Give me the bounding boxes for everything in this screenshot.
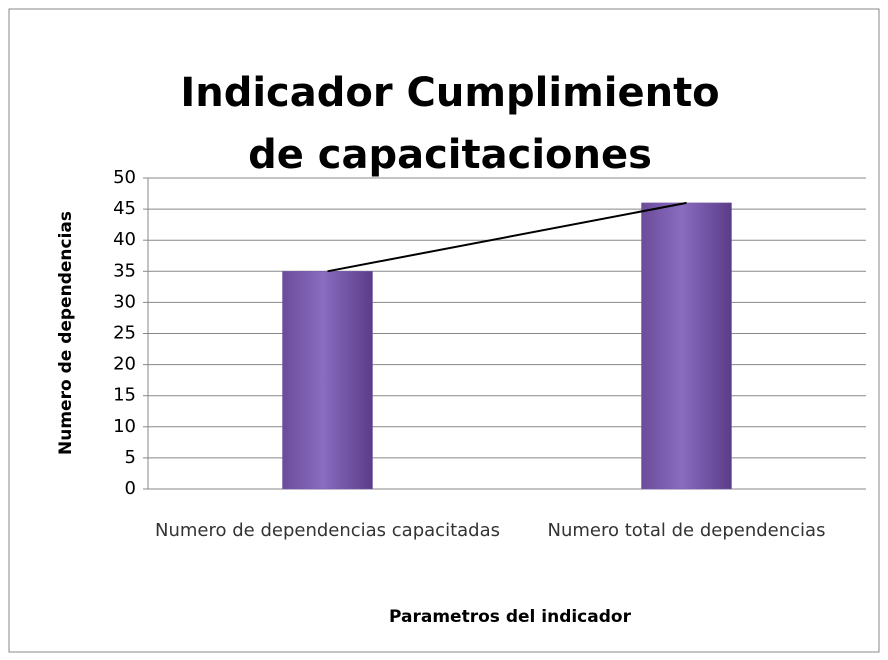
bar [282,271,373,490]
y-tick-label: 50 [113,167,136,188]
chart-title: Indicador Cumplimiento de capacitaciones [180,70,720,178]
y-tick-label: 10 [113,416,136,437]
y-tick-label: 0 [125,478,136,499]
y-tick-label: 25 [113,323,136,344]
connector-line [327,201,687,273]
y-tick-label: 5 [125,447,136,468]
y-tick-label: 40 [113,229,136,250]
y-axis-label: Numero de dependencias [56,211,76,455]
x-tick-label: Numero de dependencias capacitadas [155,520,500,541]
y-tick-label: 30 [113,291,136,312]
x-tick-label: Numero total de dependencias [547,520,826,541]
bar [641,202,732,490]
y-tick-label: 45 [113,198,136,219]
x-axis-label: Parametros del indicador [389,607,632,627]
y-tick-label: 20 [113,354,136,375]
y-tick-label: 35 [113,260,136,281]
y-tick-label: 15 [113,385,136,406]
chart-frame [8,8,880,653]
